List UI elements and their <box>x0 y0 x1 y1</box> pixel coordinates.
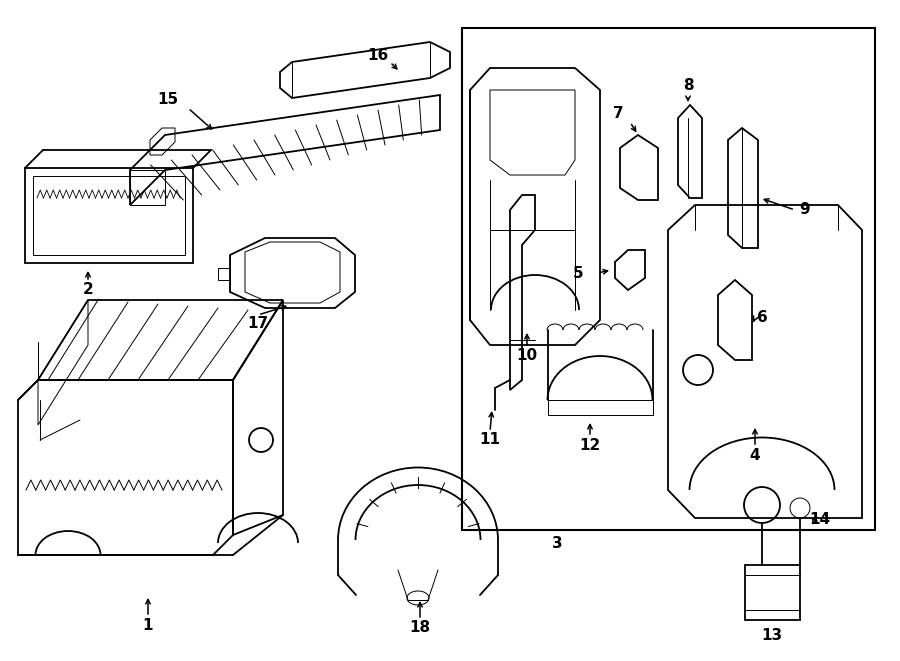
Text: 11: 11 <box>480 432 500 447</box>
Text: 2: 2 <box>83 282 94 297</box>
Text: 7: 7 <box>613 106 624 120</box>
Text: 14: 14 <box>809 512 831 527</box>
Text: 13: 13 <box>761 627 783 642</box>
Text: 9: 9 <box>800 202 810 217</box>
Text: 15: 15 <box>158 93 178 108</box>
Text: 17: 17 <box>248 315 268 330</box>
Text: 10: 10 <box>517 348 537 362</box>
Text: 16: 16 <box>367 48 389 63</box>
Text: 8: 8 <box>683 77 693 93</box>
Text: 12: 12 <box>580 438 600 453</box>
Text: 6: 6 <box>757 311 768 325</box>
Text: 1: 1 <box>143 617 153 633</box>
Text: 3: 3 <box>552 535 562 551</box>
Text: 4: 4 <box>750 447 760 463</box>
Text: 5: 5 <box>572 266 583 280</box>
Text: 18: 18 <box>410 621 430 635</box>
